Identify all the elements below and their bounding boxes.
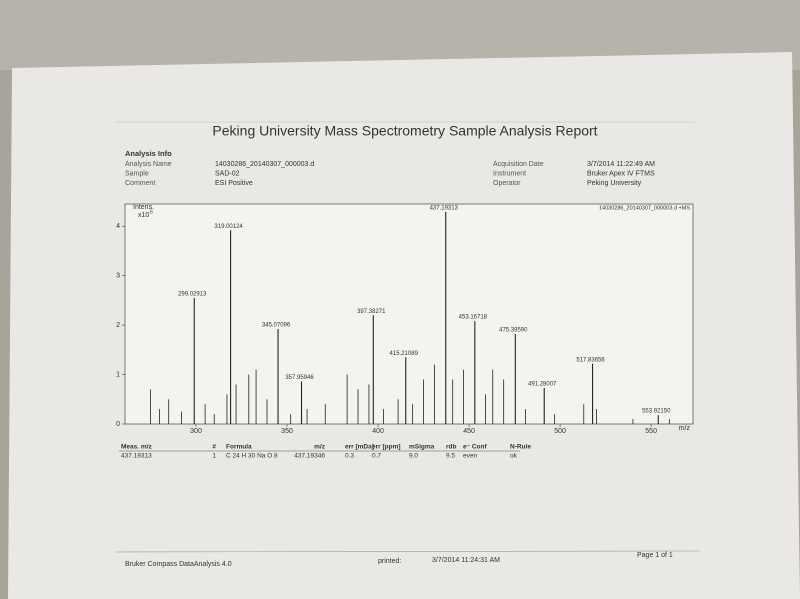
table-cell: 437.19313 [121,453,152,460]
info-value: SAD-02 [215,170,240,177]
peak-label: 397.38271 [357,309,386,315]
table-cell: even [463,453,477,460]
column-header: e⁻ Conf [463,444,487,451]
y-tick-label: 1 [116,371,120,378]
info-value: Peking University [587,180,642,187]
info-label: Operator [493,180,521,187]
peak-label: 415.21089 [390,351,419,357]
info-value: Bruker Apex IV FTMS [587,170,655,177]
report-title: Peking University Mass Spectrometry Samp… [212,123,597,139]
section-heading: Analysis Info [125,149,172,158]
result-table: Meas. m/z # Formula m/z err [mDa]err [ppm] mS… [119,444,531,460]
y-tick-label: 3 [116,273,120,280]
peak-label: 357.95946 [285,375,314,381]
x-tick-label: 500 [554,428,566,435]
column-header: err [ppm] [372,444,401,451]
x-tick-label: 300 [190,428,202,435]
x-tick-label: 550 [645,428,657,435]
column-header: m/z [314,444,326,451]
table-cell: 9.5 [446,453,455,460]
y-axis-unit: x10 [138,212,149,219]
x-axis-label: m/z [679,425,691,432]
column-header: N-Rule [510,444,531,451]
peak-label: 319.00124 [214,224,243,230]
spectrum-chart: 14030286_20140307_000003.d +MS Intens.x10… [116,203,694,435]
x-tick-label: 400 [372,428,384,435]
y-axis-label: Intens. [133,204,154,211]
x-tick-label: 450 [463,428,475,435]
table-cell: 437.19346 [294,453,325,460]
y-tick-label: 4 [116,223,120,230]
x-tick-label: 350 [281,428,293,435]
table-cell: 0.3 [345,453,354,460]
y-axis-unit-exp: 6 [150,209,153,215]
peak-label: 553.92150 [642,409,671,415]
footer-printed-date: 3/7/2014 11:24:31 AM [432,557,500,564]
info-label: Instrument [493,170,526,177]
table-cell: 0.7 [372,453,381,460]
info-label: Comment [125,180,155,187]
column-header: mSigma [409,444,435,451]
table-cell: C 24 H 30 Na O 8 [226,453,278,460]
y-tick-label: 0 [116,421,120,428]
peak-label: 475.39590 [499,328,528,334]
y-tick-label: 2 [116,322,120,329]
peak-label: 299.02913 [178,292,207,298]
info-label: Acquisition Date [493,161,544,168]
info-value: ESI Positive [215,180,253,187]
column-header: rdb [446,444,457,451]
peak-label: 453.16718 [459,315,488,321]
info-value: 14030286_20140307_000003.d [215,161,314,168]
peak-label: 517.83656 [576,357,605,363]
column-header: err [mDa] [345,444,374,451]
footer-rule [114,550,701,553]
table-cell: ok [510,453,518,460]
info-value: 3/7/2014 11:22:49 AM [587,161,655,168]
peak-label: 437.19313 [430,205,459,211]
footer-page: Page 1 of 1 [637,552,673,559]
footer-software: Bruker Compass DataAnalysis 4.0 [125,561,232,568]
table-cell: 1 [212,453,216,460]
peak-label: 491.28007 [528,381,557,387]
info-label: Sample [125,170,149,177]
table-cell: 9.0 [409,453,418,460]
peak-label: 345.07096 [262,323,291,329]
info-label: Analysis Name [125,161,172,168]
column-header: # [212,444,216,451]
plot-frame [124,203,694,425]
column-header: Formula [226,444,252,451]
chart-title: 14030286_20140307_000003.d +MS [599,205,690,211]
analysis-info: Analysis Name 14030286_20140307_000003.d S… [125,161,655,187]
column-header: Meas. m/z [121,444,152,451]
footer-printed-label: printed: [378,558,401,565]
